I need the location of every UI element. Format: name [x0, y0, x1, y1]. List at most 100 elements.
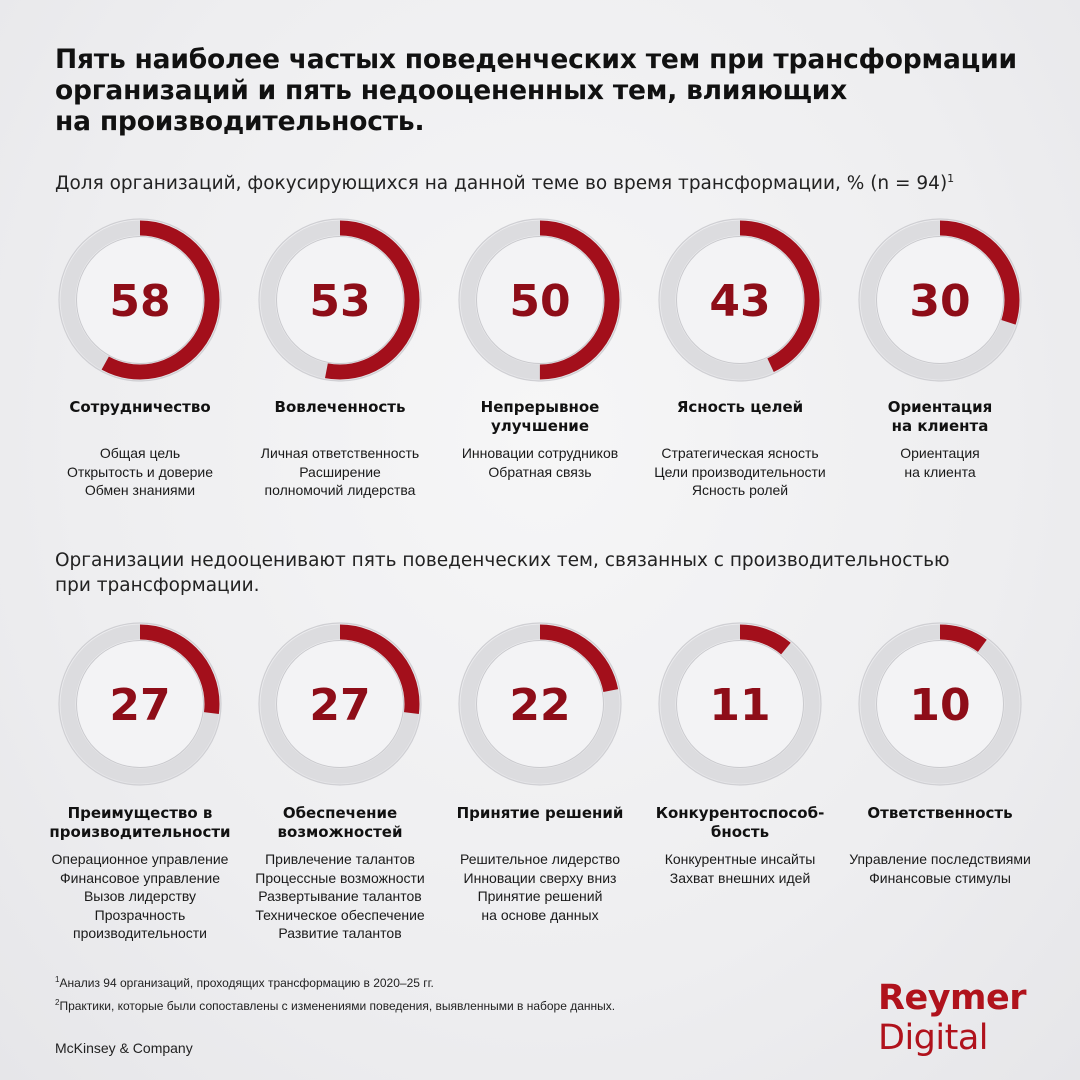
donut-chart: 53: [258, 218, 422, 382]
theme-card: 43 Ясность целей Стратегическая ясность Цел…: [640, 218, 840, 558]
theme-item: Финансовое управление: [60, 869, 220, 886]
logo-line-1: Reymer: [878, 978, 1026, 1018]
donut-chart: 11: [658, 622, 822, 786]
theme-item: Цели производительности: [654, 463, 826, 480]
top-themes-row: 58 Сотрудничество Общая цель Открытость и д…: [40, 218, 1040, 558]
donut-inner: [676, 640, 804, 768]
theme-card: 22 Принятие решений Решительное лидерство И…: [440, 622, 640, 962]
page-title: Пять наиболее частых поведенческих тем п…: [55, 44, 1017, 137]
donut-inner: [676, 236, 804, 364]
theme-card: 27 Преимущество в производительности Опера…: [40, 622, 240, 962]
theme-card: 53 Вовлеченность Личная ответственность Рас…: [240, 218, 440, 558]
donut-value-arc: [660, 220, 820, 380]
theme-item: Финансовые стимулы: [869, 869, 1011, 886]
donut-value-arc: [260, 220, 420, 380]
theme-item: Развитие талантов: [278, 925, 402, 941]
theme-title: Сотрудничество: [69, 398, 211, 416]
subtitle-bottom: Организации недооценивают пять поведенче…: [55, 550, 950, 596]
donut-value-label: 53: [309, 276, 370, 327]
theme-items: Привлечение талантов Процессные возможнос…: [230, 850, 450, 943]
bottom-themes-row: 27 Преимущество в производительности Опера…: [40, 622, 1040, 962]
theme-item: Развертывание талантов: [258, 888, 422, 904]
donut-value-arc: [60, 220, 220, 380]
donut-value-label: 10: [909, 680, 970, 731]
subtitle-top: Доля организаций, фокусирующихся на данн…: [55, 166, 954, 196]
donut-value-arc: [60, 624, 220, 784]
footnote-1-mark: 1: [55, 975, 60, 984]
donut-chart: 58: [58, 218, 222, 382]
theme-title: Ясность целей: [676, 398, 804, 416]
theme-card: 50 Непрерывное улучшение Инновации сотрудн…: [440, 218, 640, 558]
logo-line-2: Digital: [878, 1018, 989, 1058]
donut-value-label: 43: [709, 276, 770, 327]
donut-value-arc: [860, 624, 1020, 784]
donut-inner: [76, 236, 204, 364]
donut-value-label: 30: [909, 276, 970, 327]
theme-item: Общая цель: [99, 445, 181, 461]
donut-value-arc: [460, 220, 620, 380]
theme-item: Обмен знаниями: [84, 482, 196, 498]
theme-item: Стратегическая ясность: [661, 445, 819, 461]
donut-inner: [476, 640, 604, 768]
donut-value-label: 11: [709, 680, 770, 731]
theme-item: Обратная связь: [488, 463, 592, 480]
theme-item: Захват внешних идей: [669, 869, 811, 886]
theme-item: Конкурентные инсайты: [664, 851, 816, 867]
brand-logo: Reymer Digital: [878, 978, 1058, 1058]
theme-title: Вовлеченность: [274, 398, 406, 416]
donut-chart: 27: [58, 622, 222, 786]
theme-item: Управление последствиями: [849, 851, 1031, 867]
source-label: McKinsey & Company: [55, 1040, 193, 1056]
donut-value-arc: [660, 624, 820, 784]
theme-item: Процессные возможности: [255, 869, 425, 886]
theme-item: Решительное лидерство: [459, 851, 620, 867]
donut-inner: [276, 640, 404, 768]
theme-item: Операционное управление: [51, 851, 229, 867]
theme-item: Прозрачность производительности: [73, 906, 207, 942]
donut-chart: 27: [258, 622, 422, 786]
donut-value-label: 22: [509, 680, 570, 731]
donut-value-label: 58: [109, 276, 170, 327]
theme-items: Общая цель Открытость и доверие Обмен знан…: [30, 444, 250, 500]
theme-title: Конкурентоспособ- бность: [655, 804, 825, 841]
footnote-2-mark: 2: [55, 998, 60, 1007]
theme-card: 10 Ответственность Управление последствиям…: [840, 622, 1040, 962]
theme-item: Техническое обеспечение: [255, 906, 425, 923]
theme-item: Ориентация на клиента: [900, 445, 980, 480]
donut-chart: 22: [458, 622, 622, 786]
donut-value-arc: [260, 624, 420, 784]
theme-title: Ориентация на клиента: [887, 398, 993, 435]
theme-items: Операционное управление Финансовое управл…: [30, 850, 250, 943]
theme-card: 30 Ориентация на клиента Ориентация на кли…: [840, 218, 1040, 558]
theme-item: Инновации сотрудников: [461, 445, 619, 461]
theme-item: Вызов лидерству: [83, 888, 197, 904]
donut-inner: [76, 640, 204, 768]
theme-items: Личная ответственность Расширение полномо…: [230, 444, 450, 500]
donut-chart: 43: [658, 218, 822, 382]
theme-item: Принятие решений на основе данных: [477, 888, 603, 923]
donut-value-label: 50: [509, 276, 570, 327]
theme-item: Открытость и доверие: [66, 463, 214, 480]
theme-title: Преимущество в производительности: [49, 804, 231, 841]
donut-chart: 50: [458, 218, 622, 382]
donut-value-label: 27: [309, 680, 370, 731]
theme-items: Стратегическая ясность Цели производитель…: [630, 444, 850, 500]
theme-items: Инновации сотрудников Обратная связь: [430, 444, 650, 481]
theme-item: Личная ответственность: [260, 445, 420, 461]
theme-card: 11 Конкурентоспособ- бность Конкурентные и…: [640, 622, 840, 962]
footnotes: 1Анализ 94 организаций, проходящих транс…: [55, 970, 615, 1016]
theme-item: Привлечение талантов: [265, 851, 415, 867]
donut-inner: [876, 236, 1004, 364]
theme-item: Ясность ролей: [691, 482, 789, 498]
theme-title: Принятие решений: [456, 804, 624, 822]
theme-items: Ориентация на клиента: [830, 444, 1050, 481]
theme-card: 58 Сотрудничество Общая цель Открытость и д…: [40, 218, 240, 558]
footnote-2-text: Практики, которые были сопоставлены с из…: [59, 999, 616, 1013]
donut-chart: 10: [858, 622, 1022, 786]
theme-items: Управление последствиями Финансовые стиму…: [830, 850, 1050, 887]
donut-value-arc: [860, 220, 1020, 380]
theme-card: 27 Обеспечение возможностей Привлечение та…: [240, 622, 440, 962]
footnote-1: 1Анализ 94 организаций, проходящих транс…: [55, 970, 615, 993]
subtitle-top-footnote-ref: 1: [947, 172, 955, 185]
theme-items: Решительное лидерство Инновации сверху вн…: [430, 850, 650, 924]
